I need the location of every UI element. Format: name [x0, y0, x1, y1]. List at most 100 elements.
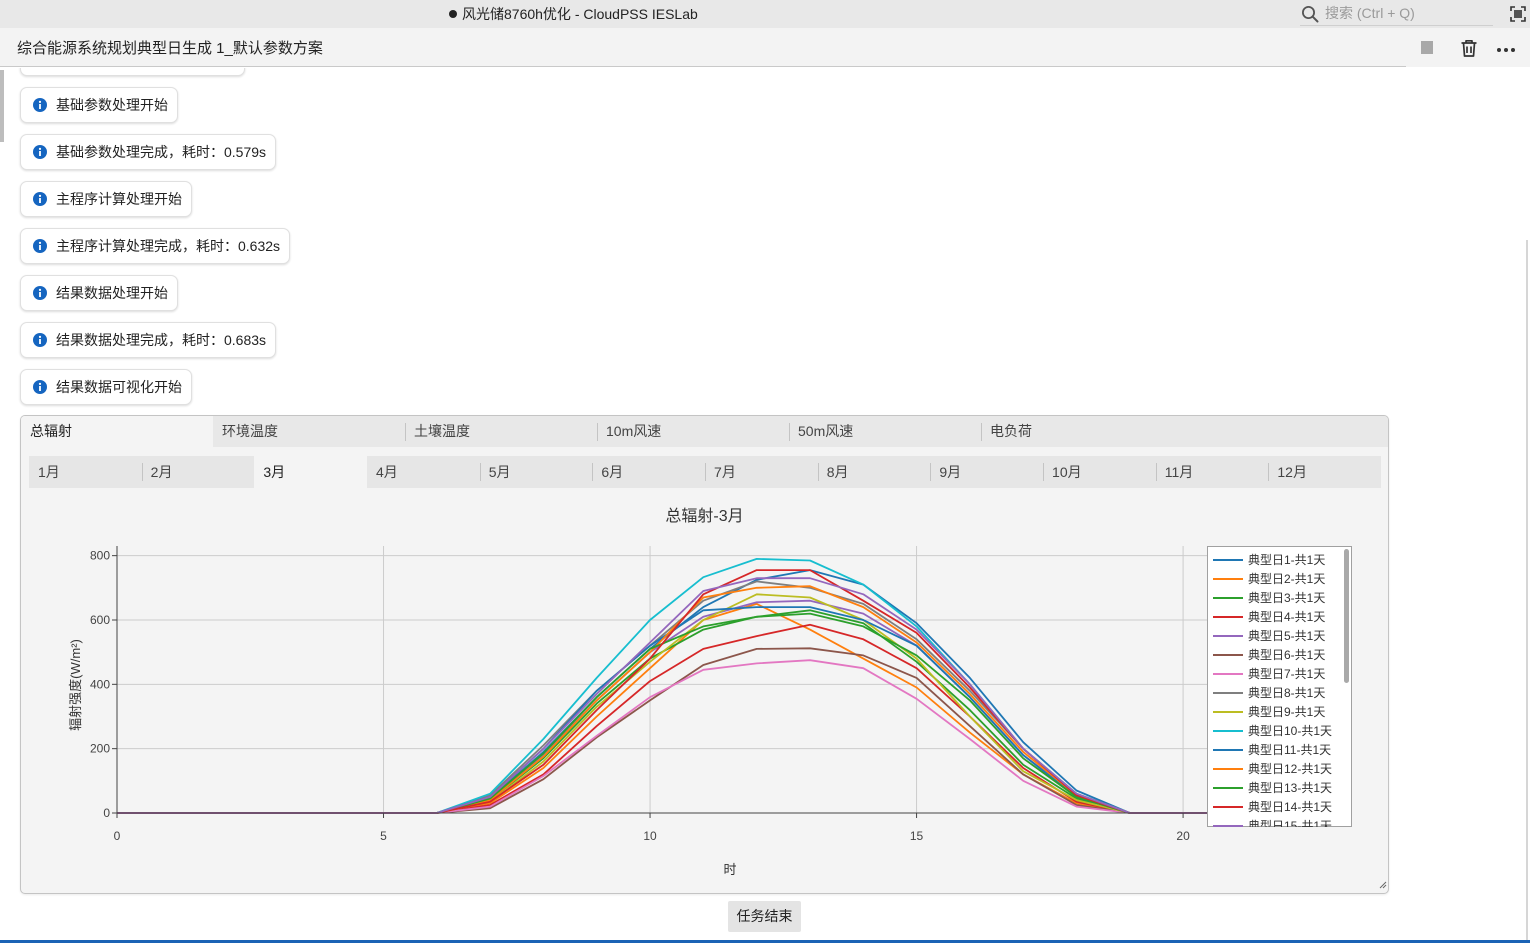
chart-legend[interactable]: 典型日1-共1天典型日2-共1天典型日3-共1天典型日4-共1天典型日5-共1天…: [1207, 546, 1352, 834]
chart-axes: 0 200 400 600 800 0 5 10 15 20: [90, 546, 1343, 843]
log-list: 基础参数处理开始 基础参数处理完成，耗时：0.579s 主程序计算处理开始 主程…: [0, 68, 1420, 415]
series-line-13[interactable]: [117, 612, 1343, 814]
chart-title: 总辐射-3月: [665, 507, 743, 525]
legend-item[interactable]: 典型日4-共1天: [1213, 610, 1325, 624]
series-line-6[interactable]: [117, 647, 1343, 814]
legend-item[interactable]: 典型日2-共1天: [1213, 572, 1325, 586]
tab-ambient-temperature[interactable]: 环境温度: [222, 423, 278, 439]
y-tick-label: 400: [90, 677, 110, 691]
tab-total-radiation[interactable]: 总辐射: [21, 416, 213, 447]
legend-item[interactable]: 典型日10-共1天: [1213, 724, 1332, 738]
y-tick-label: 600: [90, 613, 110, 627]
tab-month-2[interactable]: 2月: [141, 456, 255, 488]
task-header: 综合能源系统规划典型日生成 1_默认参数方案: [0, 28, 1530, 67]
log-entry: 主程序计算处理完成，耗时：0.632s: [20, 228, 291, 264]
y-tick-label: 200: [90, 742, 110, 756]
legend-label: 典型日3-共1天: [1248, 591, 1325, 605]
tab-month-7[interactable]: 7月: [705, 456, 818, 488]
tab-month-4[interactable]: 4月: [376, 464, 398, 480]
tab-month-9[interactable]: 9月: [930, 456, 1043, 488]
legend-item[interactable]: 典型日7-共1天: [1213, 667, 1325, 681]
legend-item[interactable]: 典型日8-共1天: [1213, 686, 1325, 700]
legend-label: 典型日1-共1天: [1248, 553, 1325, 567]
log-message: 结果数据处理完成，耗时：0.683s: [56, 332, 267, 348]
chart-panel: 总辐射-3月 0 200 400 600 800 0 5 10 15 20 时 辐射强度(W/m²…: [20, 415, 1389, 894]
legend-label: 典型日13-共1天: [1248, 781, 1332, 795]
x-tick-label: 15: [910, 829, 924, 843]
right-scrollbar[interactable]: [1526, 240, 1528, 940]
legend-item[interactable]: 典型日11-共1天: [1213, 743, 1331, 757]
tab-wind-speed-10m[interactable]: 10m风速: [597, 416, 789, 447]
info-icon: [33, 380, 47, 394]
series-line-7[interactable]: [117, 659, 1343, 814]
more-icon[interactable]: [1496, 46, 1516, 54]
legend-item[interactable]: 典型日5-共1天: [1213, 629, 1325, 643]
log-message: 结果数据处理开始: [56, 285, 168, 301]
tab-month-1[interactable]: 1月: [38, 464, 60, 480]
fullscreen-icon[interactable]: [1509, 5, 1527, 23]
legend-label: 典型日14-共1天: [1248, 800, 1332, 814]
legend-item[interactable]: 典型日12-共1天: [1213, 762, 1332, 776]
legend-item[interactable]: 典型日9-共1天: [1213, 705, 1325, 719]
trash-icon[interactable]: [1460, 39, 1478, 57]
x-axis-title: 时: [723, 862, 736, 877]
tab-month-11[interactable]: 11月: [1155, 456, 1269, 488]
legend-item[interactable]: 典型日14-共1天: [1213, 800, 1332, 814]
x-tick-label: 10: [643, 829, 657, 843]
legend-item[interactable]: 典型日15-共1天: [1213, 819, 1332, 833]
left-scrollbar-thumb[interactable]: [0, 70, 4, 142]
log-message: 基础参数处理完成，耗时：0.579s: [56, 144, 267, 160]
series-line-11[interactable]: [117, 606, 1343, 814]
search-input[interactable]: [1323, 3, 1495, 23]
x-tick-label: 5: [380, 829, 387, 843]
log-entry: 结果数据处理开始: [20, 275, 178, 311]
legend-label: 典型日5-共1天: [1248, 629, 1325, 643]
search-underline: [1300, 25, 1493, 26]
legend-label: 典型日12-共1天: [1248, 762, 1332, 776]
legend-label: 典型日15-共1天: [1248, 819, 1332, 833]
log-entry: 基础参数处理完成，耗时：0.579s: [20, 134, 277, 170]
legend-items: 典型日1-共1天典型日2-共1天典型日3-共1天典型日4-共1天典型日5-共1天…: [1213, 553, 1332, 833]
legend-item[interactable]: 典型日1-共1天: [1213, 553, 1325, 567]
tab-month-12[interactable]: 12月: [1268, 456, 1381, 488]
task-title: 综合能源系统规划典型日生成 1_默认参数方案: [17, 40, 323, 57]
series-line-9[interactable]: [117, 593, 1343, 814]
series-line-5[interactable]: [117, 599, 1343, 814]
chart-area: 总辐射-3月 0 200 400 600 800 0 5 10 15 20 时 辐射强度(W/m²…: [68, 507, 1387, 889]
tab-month-10[interactable]: 10月: [1043, 456, 1156, 488]
legend-label: 典型日9-共1天: [1248, 705, 1325, 719]
tab-month-8[interactable]: 8月: [817, 456, 931, 488]
log-entry: 基础参数处理开始: [20, 87, 178, 123]
tab-month-5[interactable]: 5月: [479, 456, 593, 488]
tab-month-6[interactable]: 6月: [592, 456, 705, 488]
search-icon[interactable]: [1301, 5, 1319, 23]
log-message: 结果数据可视化开始: [56, 379, 182, 395]
legend-item[interactable]: 典型日3-共1天: [1213, 591, 1325, 605]
task-end-button[interactable]: 任务结束: [728, 901, 801, 932]
log-message: 主程序计算处理开始: [56, 191, 182, 207]
tab-electric-load[interactable]: 电负荷: [981, 416, 1173, 447]
bottom-accent-bar: [0, 940, 1530, 943]
series-line-2[interactable]: [117, 602, 1343, 814]
series-line-15[interactable]: [117, 577, 1343, 814]
tab-soil-temperature[interactable]: 土壤温度: [405, 416, 597, 447]
info-icon: [33, 98, 47, 112]
series-line-8[interactable]: [117, 580, 1343, 814]
info-icon: [33, 286, 47, 300]
series-line-3[interactable]: [117, 609, 1343, 814]
resize-handle-icon[interactable]: [1379, 881, 1387, 889]
series-line-4[interactable]: [117, 623, 1343, 814]
category-tab-bar: 总辐射 环境温度 土壤温度 10m风速 50m风速 电负荷: [21, 416, 1388, 447]
window-title: 风光储8760h优化 - CloudPSS IESLab: [462, 6, 698, 22]
window-titlebar: 风光储8760h优化 - CloudPSS IESLab: [0, 0, 1530, 28]
tab-wind-speed-50m[interactable]: 50m风速: [789, 416, 981, 447]
legend-scrollbar-thumb[interactable]: [1344, 549, 1349, 683]
legend-label: 典型日7-共1天: [1248, 667, 1325, 681]
stop-icon[interactable]: [1421, 41, 1433, 54]
chart-series: [117, 557, 1343, 814]
legend-item[interactable]: 典型日6-共1天: [1213, 648, 1325, 662]
series-line-10[interactable]: [117, 557, 1343, 814]
tab-month-3[interactable]: 3月: [254, 456, 368, 488]
legend-label: 典型日2-共1天: [1248, 572, 1325, 586]
legend-item[interactable]: 典型日13-共1天: [1213, 781, 1332, 795]
